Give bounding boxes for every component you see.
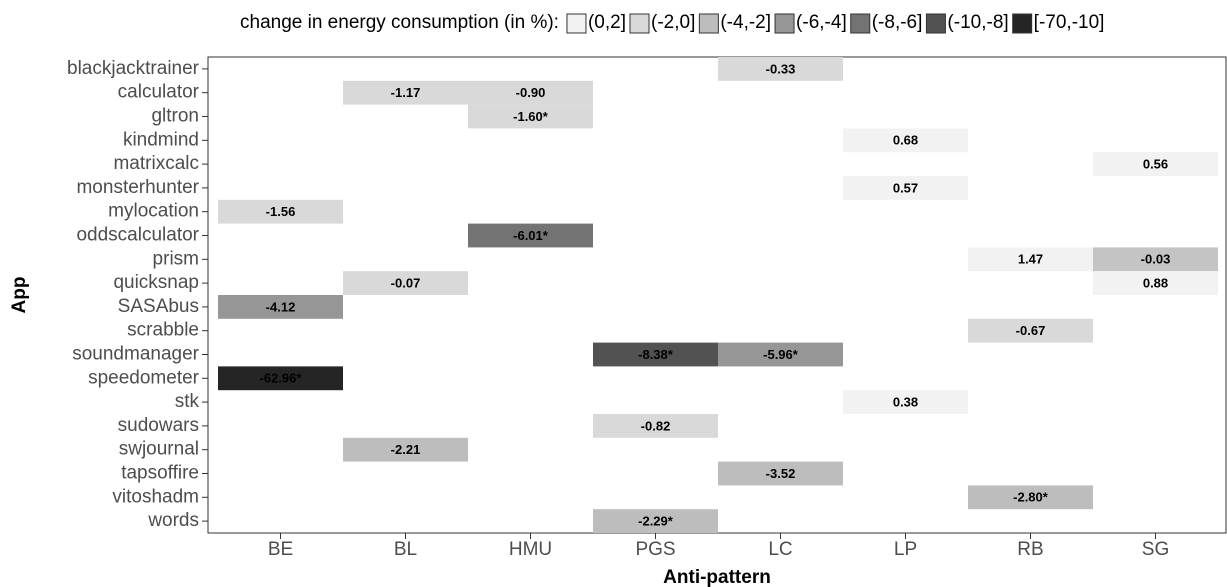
y-tick-label: vitoshadm xyxy=(112,486,199,507)
cell-label: -3.52 xyxy=(766,466,796,481)
cell-label: -0.07 xyxy=(391,276,421,291)
x-tick-label: BE xyxy=(268,539,293,560)
heatmap-cell xyxy=(468,223,593,248)
cell-label: -0.90 xyxy=(516,85,546,100)
y-tick-label: stk xyxy=(175,391,200,412)
legend-swatch xyxy=(1012,13,1033,34)
legend-swatch xyxy=(698,13,719,34)
y-tick-label: oddscalculator xyxy=(76,225,199,246)
x-tick-label: SG xyxy=(1142,539,1169,560)
cell-label: -1.56 xyxy=(266,204,296,219)
cell-label: -0.67 xyxy=(1016,323,1046,338)
x-axis-title: Anti-pattern xyxy=(663,567,771,587)
x-tick-label: LC xyxy=(768,539,792,560)
y-tick-label: words xyxy=(147,510,199,531)
heatmap-cell xyxy=(1093,152,1218,176)
legend-label: (-10,-8] xyxy=(947,12,1008,33)
heatmap-cell xyxy=(1093,271,1218,295)
y-tick-label: monsterhunter xyxy=(76,177,199,198)
y-tick-label: speedometer xyxy=(88,367,200,388)
x-tick-label: HMU xyxy=(509,539,552,560)
y-tick-label: quicksnap xyxy=(113,272,199,293)
heatmap-cell xyxy=(843,176,968,200)
y-tick-label: prism xyxy=(153,248,199,269)
heatmap-cell xyxy=(343,437,468,462)
cell-label: -1.17 xyxy=(391,85,421,100)
cell-label: 1.47 xyxy=(1018,252,1043,267)
heatmap-cell xyxy=(718,461,843,486)
heatmap-cell xyxy=(718,342,843,367)
cell-label: 0.88 xyxy=(1143,276,1168,291)
cell-label: -0.33 xyxy=(766,61,796,76)
heatmap-cell xyxy=(968,318,1093,343)
heatmap-cell xyxy=(343,80,468,105)
legend-swatch xyxy=(925,13,946,34)
y-tick-label: calculator xyxy=(118,82,200,103)
x-tick-label: BL xyxy=(394,539,417,560)
cell-label: -6.01* xyxy=(513,228,549,243)
cell-label: -2.29* xyxy=(638,514,674,529)
x-tick-label: PGS xyxy=(635,539,675,560)
cell-label: -0.03 xyxy=(1141,252,1171,267)
heatmap-cell xyxy=(218,199,343,224)
legend-label: [-70,-10] xyxy=(1034,12,1105,33)
heatmap-cell xyxy=(593,509,718,533)
legend-swatch xyxy=(629,13,650,34)
heatmap-cell xyxy=(968,485,1093,510)
heatmap-cell xyxy=(718,57,843,81)
cell-label: -2.21 xyxy=(391,442,421,457)
legend-title: change in energy consumption (in %): xyxy=(240,12,559,33)
cell-label: -5.96* xyxy=(763,347,799,362)
y-tick-label: swjournal xyxy=(119,439,199,460)
y-tick-label: tapsoffire xyxy=(121,463,199,484)
legend-swatch xyxy=(566,13,587,34)
y-tick-label: blackjacktrainer xyxy=(67,58,200,79)
heatmap-cell xyxy=(218,366,343,391)
legend-label: (-6,-4] xyxy=(796,12,847,33)
cell-label: -4.12 xyxy=(266,299,296,314)
cell-label: -1.60* xyxy=(513,109,549,124)
x-tick-label: LP xyxy=(894,539,917,560)
y-axis-title: App xyxy=(9,277,30,314)
cell-label: -2.80* xyxy=(1013,490,1049,505)
heatmap-cell xyxy=(593,414,718,438)
y-tick-label: kindmind xyxy=(123,129,199,150)
heatmap-cell xyxy=(843,128,968,153)
legend-label: (-2,0] xyxy=(651,12,695,33)
y-tick-label: sudowars xyxy=(118,415,199,436)
heatmap-cell xyxy=(343,271,468,295)
y-tick-label: gltron xyxy=(151,106,199,127)
legend-swatch xyxy=(850,13,871,34)
cell-label: -62.96* xyxy=(260,371,303,386)
cell-label: 0.68 xyxy=(893,133,918,148)
y-tick-label: soundmanager xyxy=(72,344,199,365)
heatmap-cell xyxy=(468,80,593,105)
cell-label: -0.82 xyxy=(641,418,671,433)
y-tick-label: mylocation xyxy=(108,201,199,222)
legend-label: (-4,-2] xyxy=(720,12,771,33)
x-tick-label: RB xyxy=(1017,539,1043,560)
cell-label: 0.56 xyxy=(1143,157,1168,172)
heatmap-cell xyxy=(968,247,1093,272)
heatmap-cell xyxy=(843,390,968,414)
legend-label: (0,2] xyxy=(588,12,626,33)
cell-label: 0.57 xyxy=(893,180,918,195)
heatmap-cell xyxy=(593,342,718,367)
y-tick-label: SASAbus xyxy=(118,296,199,317)
y-tick-label: matrixcalc xyxy=(113,153,199,174)
cell-label: 0.38 xyxy=(893,395,918,410)
cell-label: -8.38* xyxy=(638,347,674,362)
heatmap-cell xyxy=(1093,247,1218,272)
y-tick-label: scrabble xyxy=(127,320,199,341)
heatmap-cell xyxy=(468,104,593,129)
legend-swatch xyxy=(774,13,795,34)
heatmap-cell xyxy=(218,295,343,319)
legend-label: (-8,-6] xyxy=(872,12,923,33)
